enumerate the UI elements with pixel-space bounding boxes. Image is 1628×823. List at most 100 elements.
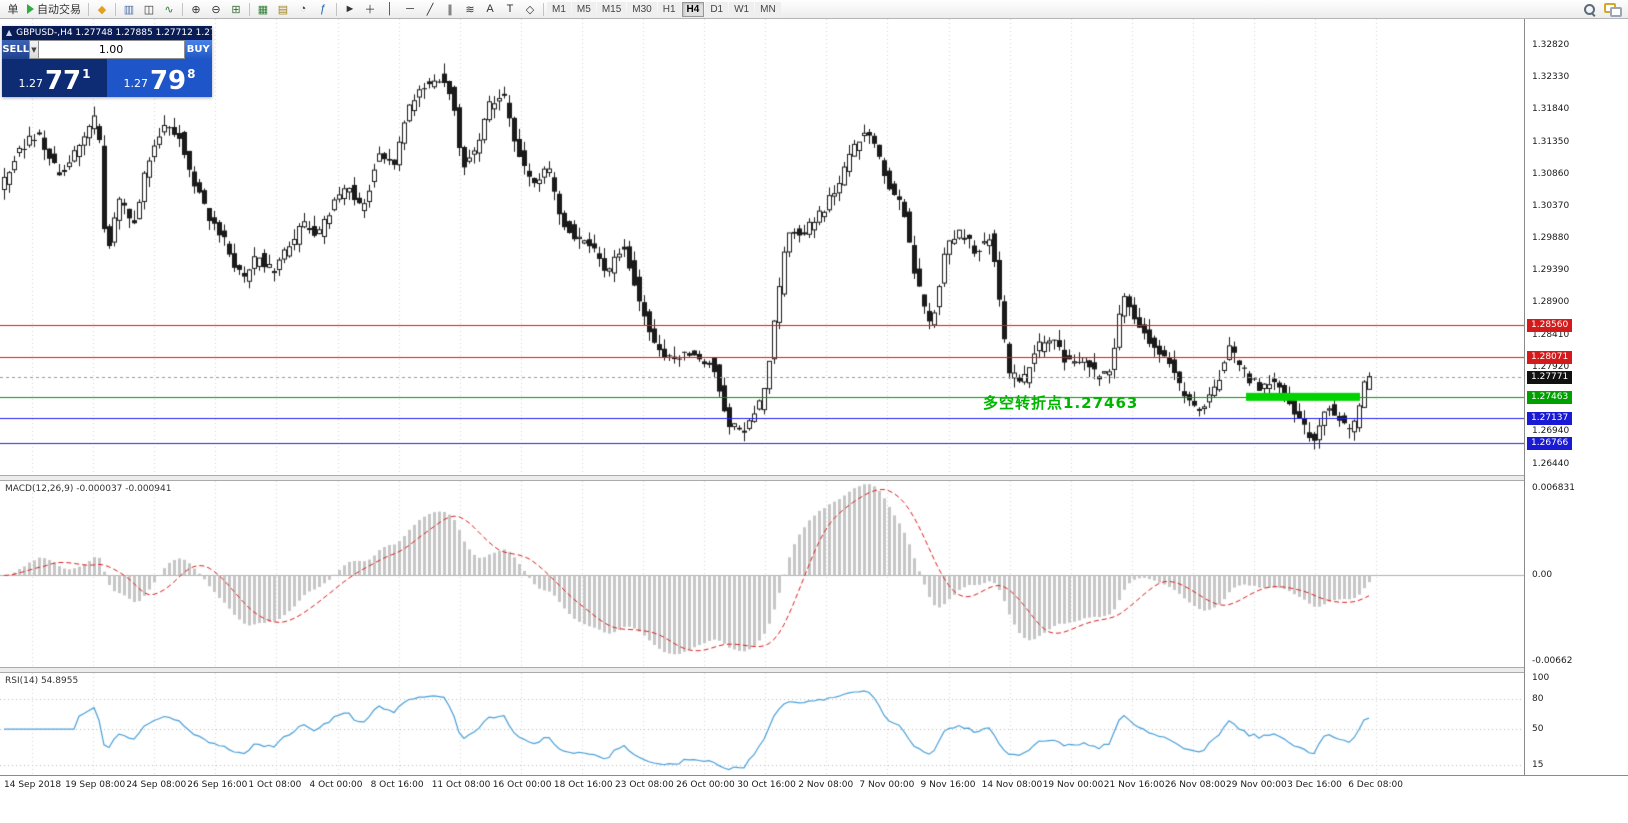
price-level-badge: 1.27137 xyxy=(1527,412,1573,426)
fibonacci-icon[interactable]: ≋ xyxy=(460,1,480,18)
new-order-icon[interactable]: ◆ xyxy=(92,1,112,18)
indicator-list-icon[interactable]: ƒ xyxy=(313,1,333,18)
autotrading-button[interactable]: 自动交易 xyxy=(23,1,85,18)
trade-price-row: 1.27 77 1 1.27 79 8 xyxy=(2,59,212,97)
price-tick-label: 1.30370 xyxy=(1532,200,1570,211)
sell-price-prefix: 1.27 xyxy=(18,77,43,90)
macd-canvas[interactable] xyxy=(0,481,1524,667)
time-tick-label: 26 Sep 16:00 xyxy=(187,780,248,790)
shapes-icon[interactable]: ◇ xyxy=(520,1,540,18)
line-chart-icon[interactable]: ∿ xyxy=(159,1,179,18)
sell-button[interactable]: SELL xyxy=(2,40,30,59)
time-tick-label: 21 Nov 16:00 xyxy=(1103,780,1165,790)
macd-max-label: 0.006831 xyxy=(1532,483,1575,493)
timeframe-d1[interactable]: D1 xyxy=(705,1,729,17)
collapse-panel-icon[interactable]: ▲ xyxy=(6,28,13,37)
tile-windows-icon[interactable]: ⊞ xyxy=(226,1,246,18)
toolbar-separator xyxy=(249,2,250,16)
timeframe-m5[interactable]: M5 xyxy=(571,1,596,17)
toolbar-right-group xyxy=(1583,3,1625,17)
candlestick-icon[interactable]: ◫ xyxy=(139,1,159,18)
timeframe-h4[interactable]: H4 xyxy=(681,1,705,17)
pivot-annotation: 多空转折点1.27463 xyxy=(983,394,1139,412)
price-tick-label: 1.26440 xyxy=(1532,459,1570,470)
toolbar: 单 自动交易 ◆ ▥ ◫ ∿ ⊕ ⊖ ⊞ ▦ ▤ ◔ ƒ ► ＋ │ ─ ╱ ∥ ≋ A T ◇ M1 M5 M15 M30 H… xyxy=(0,0,1628,19)
sell-price-digits: 77 xyxy=(44,66,82,96)
rsi-canvas[interactable] xyxy=(0,673,1524,775)
time-tick-label: 14 Nov 08:00 xyxy=(981,780,1043,790)
autotrading-label: 自动交易 xyxy=(37,4,81,16)
new-chart-icon[interactable]: ▦ xyxy=(253,1,273,18)
price-tick-label: 1.32820 xyxy=(1532,40,1570,50)
timeframe-h1[interactable]: H1 xyxy=(657,1,681,17)
price-level-badge: 1.27463 xyxy=(1527,390,1573,404)
time-tick-label: 19 Sep 08:00 xyxy=(65,780,126,790)
cursor-icon[interactable]: ► xyxy=(340,1,360,18)
price-tick-label: 1.27920 xyxy=(1532,361,1570,372)
macd-min-label: -0.00662 xyxy=(1532,656,1573,666)
time-tick-label: 6 Dec 08:00 xyxy=(1348,780,1403,790)
profiles-icon[interactable]: ▤ xyxy=(273,1,293,18)
order-button[interactable]: 单 xyxy=(3,1,23,18)
buy-price-digits: 79 xyxy=(149,66,187,96)
text-icon[interactable]: A xyxy=(480,1,500,18)
rsi-indicator-label: RSI(14) 54.8955 xyxy=(5,676,79,686)
timeframe-m30[interactable]: M30 xyxy=(627,1,657,17)
autotrading-icon xyxy=(27,4,34,14)
bar-chart-icon[interactable]: ▥ xyxy=(119,1,139,18)
time-tick-label: 30 Oct 16:00 xyxy=(737,780,796,790)
volume-input[interactable] xyxy=(38,40,185,59)
chat-icon[interactable] xyxy=(1604,3,1622,17)
time-tick-label: 18 Oct 16:00 xyxy=(553,780,613,790)
time-axis: 14 Sep 2018 19 Sep 08:00 24 Sep 08:00 26 Se… xyxy=(0,775,1628,797)
horizontal-line-icon[interactable]: ─ xyxy=(400,1,420,18)
rsi-level-label: 100 xyxy=(1532,673,1550,684)
clock-icon[interactable]: ◔ xyxy=(293,1,313,18)
zoom-in-icon[interactable]: ⊕ xyxy=(186,1,206,18)
time-tick-label: 1 Oct 08:00 xyxy=(248,780,302,790)
one-click-trade-panel: ▲ GBPUSD-,H4 1.27748 1.27885 1.27712 1.2… xyxy=(2,26,212,97)
sell-price-button[interactable]: 1.27 77 1 xyxy=(2,59,107,97)
symbol-info-bar: ▲ GBPUSD-,H4 1.27748 1.27885 1.27712 1.2… xyxy=(2,26,212,40)
price-tick-label: 1.28410 xyxy=(1532,329,1570,340)
rsi-level-label: 50 xyxy=(1532,724,1544,735)
timeframe-m1[interactable]: M1 xyxy=(547,1,571,17)
price-tick-label: 1.26940 xyxy=(1532,426,1570,437)
time-tick-label: 4 Oct 00:00 xyxy=(309,780,363,790)
buy-price-button[interactable]: 1.27 79 8 xyxy=(107,59,212,97)
search-icon[interactable] xyxy=(1583,3,1596,16)
trendline-icon[interactable]: ╱ xyxy=(420,1,440,18)
buy-price-pip: 8 xyxy=(187,67,196,81)
pane-separator[interactable] xyxy=(0,667,1628,673)
timeframe-mn[interactable]: MN xyxy=(755,1,781,17)
toolbar-separator xyxy=(115,2,116,16)
zoom-out-icon[interactable]: ⊖ xyxy=(206,1,226,18)
crosshair-icon[interactable]: ＋ xyxy=(360,1,380,18)
price-tick-label: 1.29390 xyxy=(1532,265,1570,276)
price-chart-canvas[interactable] xyxy=(0,19,1524,475)
timeframe-m15[interactable]: M15 xyxy=(596,1,627,17)
buy-button[interactable]: BUY xyxy=(184,40,212,59)
price-axis: 1.32820 1.32330 1.31840 1.31350 1.30860 1.303… xyxy=(1524,19,1628,775)
time-tick-label: 26 Oct 00:00 xyxy=(676,780,735,790)
price-tick-label: 1.31840 xyxy=(1532,104,1570,115)
volume-dropdown-icon[interactable]: ▼ xyxy=(29,40,39,59)
price-tick-label: 1.30860 xyxy=(1532,168,1570,179)
time-tick-label: 8 Oct 16:00 xyxy=(370,780,424,790)
label-icon[interactable]: T xyxy=(500,1,520,18)
time-tick-label: 3 Dec 16:00 xyxy=(1287,780,1342,790)
trade-controls-row: SELL ▼ BUY xyxy=(2,40,212,59)
timeframe-w1[interactable]: W1 xyxy=(729,1,755,17)
channel-icon[interactable]: ∥ xyxy=(440,1,460,18)
rsi-level-label: 15 xyxy=(1532,759,1544,770)
pane-separator[interactable] xyxy=(0,475,1628,481)
price-level-badge: 1.28071 xyxy=(1527,350,1573,364)
time-tick-label: 24 Sep 08:00 xyxy=(126,780,187,790)
time-tick-label: 29 Nov 00:00 xyxy=(1226,780,1287,790)
buy-price-prefix: 1.27 xyxy=(123,77,148,90)
time-tick-label: 16 Oct 00:00 xyxy=(492,780,552,790)
time-tick-label: 23 Oct 08:00 xyxy=(615,780,674,790)
vertical-line-icon[interactable]: │ xyxy=(380,1,400,18)
time-tick-label: 19 Nov 00:00 xyxy=(1042,780,1104,790)
